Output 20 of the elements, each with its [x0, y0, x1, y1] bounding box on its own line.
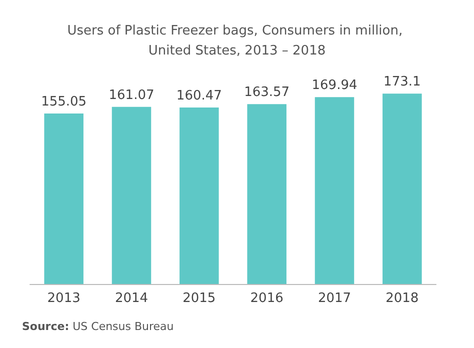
- x-tick-label: 2013: [47, 291, 80, 306]
- bar: [314, 97, 354, 284]
- bar: [382, 94, 422, 284]
- data-label: 173.1: [384, 74, 421, 90]
- bar: [112, 106, 152, 284]
- x-tick-label: 2017: [318, 291, 352, 306]
- data-label: 163.57: [244, 85, 290, 100]
- data-label: 160.47: [176, 88, 222, 104]
- data-label: 155.05: [41, 94, 87, 110]
- data-label: 161.07: [108, 88, 154, 103]
- x-tick-label: 2016: [250, 291, 284, 306]
- x-tick-label: 2014: [114, 291, 148, 306]
- bar: [180, 107, 219, 284]
- chart-title: Users of Plastic Freezer bags, Consumers in million, United States, 2013 – 2018: [67, 24, 407, 58]
- bar: [247, 104, 286, 284]
- bar: [44, 113, 84, 284]
- data-label: 169.94: [312, 78, 358, 94]
- source-note: Source: US Census Bureau: [22, 320, 174, 333]
- x-tick-label: 2018: [386, 291, 419, 306]
- x-tick-label: 2015: [182, 291, 216, 306]
